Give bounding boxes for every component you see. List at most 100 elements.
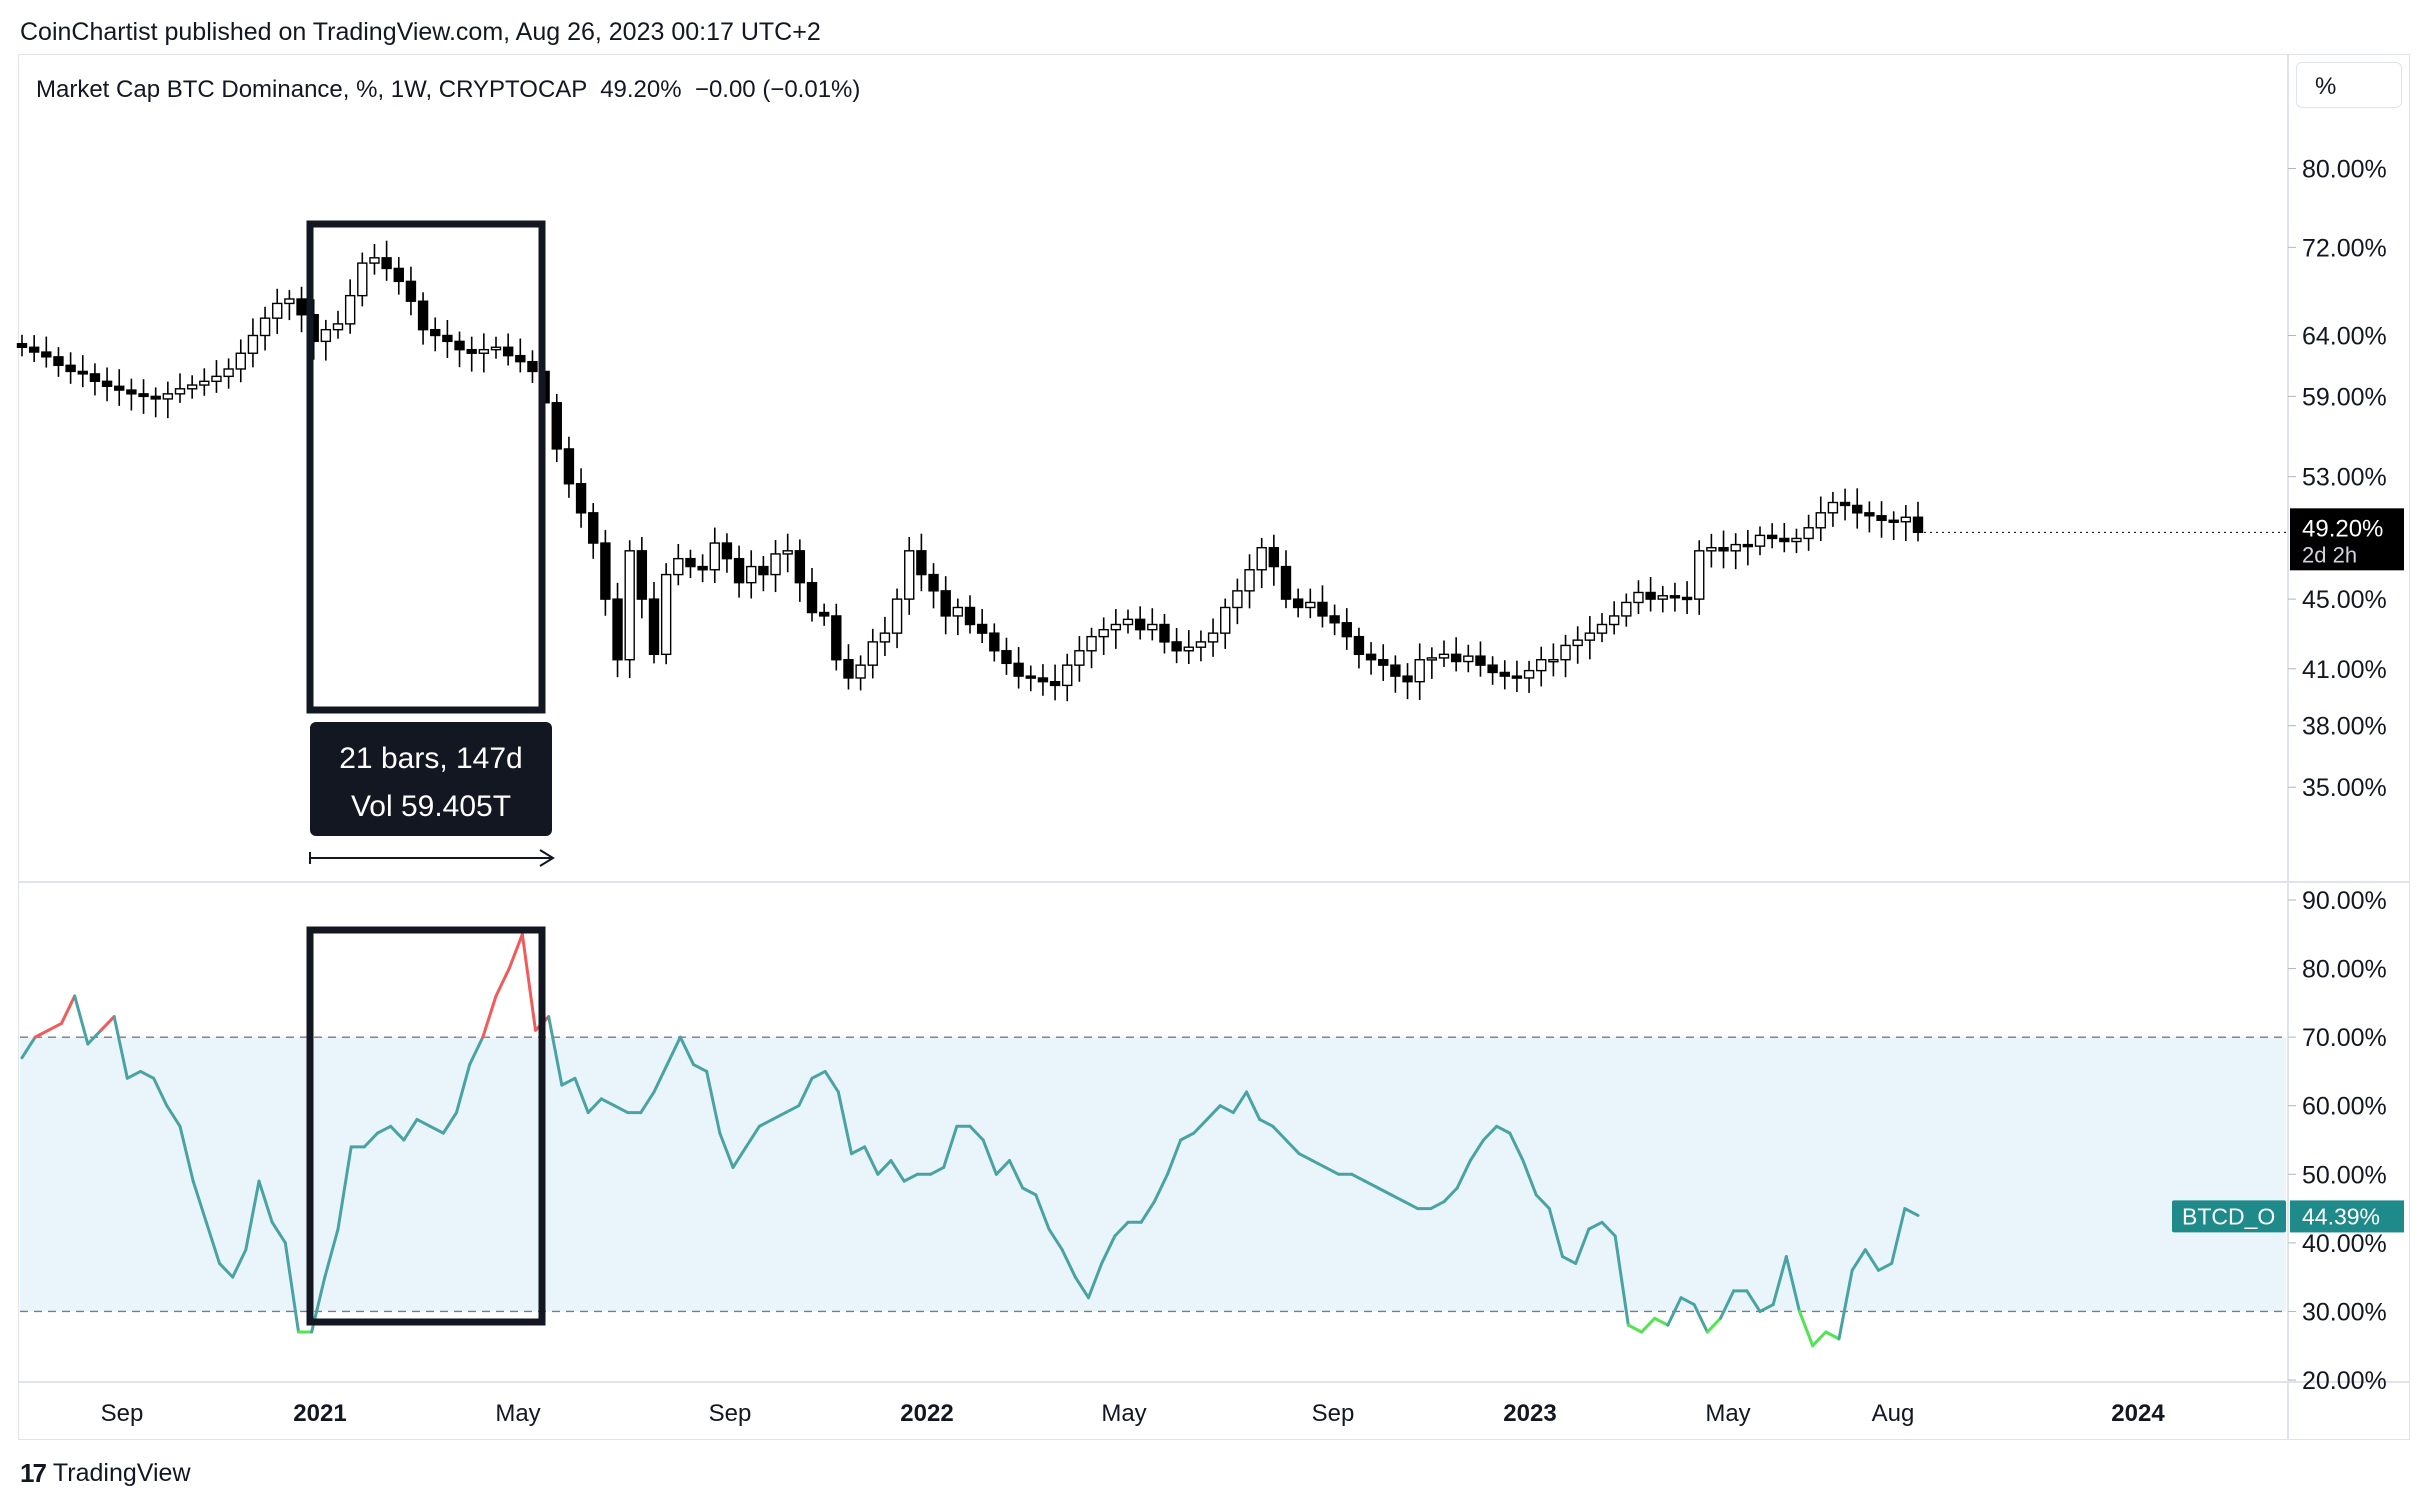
down-candle-body	[442, 334, 453, 343]
down-candle-body	[502, 346, 514, 357]
rsi-segment	[1824, 1330, 1841, 1341]
candle	[1572, 626, 1583, 664]
candle	[1098, 617, 1109, 655]
down-candle-body	[1134, 618, 1146, 631]
up-candle-body	[673, 557, 684, 576]
candle	[1183, 630, 1194, 665]
candle	[1110, 609, 1122, 649]
up-candle-body	[259, 317, 271, 337]
rsi-segment	[1034, 1193, 1051, 1231]
candle	[1147, 608, 1158, 641]
down-candle-body	[1779, 537, 1790, 543]
rsi-name-tag	[2172, 1200, 2286, 1233]
down-candle-body	[1766, 534, 1778, 540]
candle	[1669, 582, 1681, 612]
up-candle-body	[272, 302, 283, 319]
rsi-segment	[1653, 1316, 1670, 1327]
candle	[806, 568, 818, 622]
up-candle-body	[1584, 632, 1596, 641]
up-candle-body	[709, 542, 720, 571]
rsi-segment	[1403, 1200, 1420, 1211]
candle	[199, 368, 210, 396]
rsi-segment	[1534, 1193, 1551, 1211]
measure-label-bg	[310, 722, 552, 836]
down-candle-body	[928, 573, 939, 592]
up-candle-body	[211, 375, 222, 383]
rsi-segment	[1758, 1303, 1775, 1313]
candle	[1888, 511, 1899, 541]
rsi-tick-label: 40.00%	[2302, 1230, 2387, 1258]
candle	[1839, 488, 1851, 521]
price-tick-label: 59.00%	[2302, 383, 2387, 411]
rsi-segment	[244, 1179, 261, 1252]
down-candle-body	[101, 380, 113, 387]
down-candle-body	[114, 385, 125, 391]
candle	[527, 350, 538, 383]
candle	[1560, 634, 1571, 678]
rsi-segment	[836, 1090, 853, 1156]
rsi-segment	[823, 1069, 840, 1094]
measure-box-price	[306, 220, 546, 714]
down-candle-body	[53, 356, 64, 367]
up-candle-body	[162, 393, 174, 400]
price-tick-label: 45.00%	[2302, 586, 2387, 614]
rsi-segment	[481, 994, 498, 1039]
up-candle-body	[1463, 655, 1474, 663]
rsi-segment	[1166, 1138, 1183, 1176]
rsi-segment	[1258, 1117, 1275, 1128]
down-candle-body	[89, 373, 101, 383]
rsi-segment	[1073, 1275, 1090, 1300]
up-candle-body	[332, 323, 344, 331]
time-tick-label: 2021	[293, 1400, 346, 1427]
rsi-tick-label: 60.00%	[2302, 1093, 2387, 1121]
candle	[1390, 655, 1401, 693]
rsi-segment	[1008, 1159, 1025, 1190]
rsi-value-tag	[2290, 1200, 2404, 1233]
down-candle-body	[126, 389, 137, 395]
percent-scale-button[interactable]: %	[2296, 62, 2402, 108]
candle	[1244, 554, 1255, 609]
publish-info: CoinChartist published on TradingView.co…	[20, 18, 821, 46]
rsi-segment	[455, 1063, 472, 1115]
up-candle-body	[1754, 534, 1766, 547]
rsi-segment	[1877, 1261, 1894, 1272]
rsi-segment	[218, 1261, 235, 1279]
candle	[1621, 593, 1632, 627]
down-candle-body	[721, 542, 733, 560]
down-candle-body	[466, 348, 477, 354]
candle	[1487, 656, 1498, 685]
rsi-segment	[652, 1063, 669, 1094]
down-candle-body	[41, 351, 52, 358]
rsi-segment	[1060, 1248, 1077, 1279]
down-candle-body	[1839, 501, 1851, 507]
tradingview-logo[interactable]: 17 TradingView	[20, 1458, 191, 1489]
down-candle-body	[697, 565, 708, 571]
down-candle-body	[1487, 664, 1498, 674]
rsi-segment	[1152, 1172, 1169, 1204]
rsi-neutral-band	[20, 1037, 2286, 1312]
down-candle-body	[454, 340, 465, 351]
rsi-segment	[1363, 1179, 1380, 1190]
rsi-segment	[1784, 1255, 1801, 1313]
rsi-segment	[876, 1159, 893, 1176]
candle	[1365, 642, 1377, 675]
up-candle-body	[1608, 615, 1620, 626]
candle	[442, 320, 453, 359]
up-candle-body	[1232, 590, 1243, 609]
up-candle-body	[1803, 527, 1814, 540]
candle	[1815, 496, 1826, 542]
candle	[114, 369, 125, 406]
candle	[1645, 577, 1656, 612]
candle	[1864, 501, 1875, 533]
candle	[174, 373, 186, 403]
rsi-segment	[784, 1104, 801, 1115]
candle	[1414, 643, 1425, 701]
price-tick-label: 80.00%	[2302, 155, 2387, 183]
candle	[332, 310, 344, 339]
down-candle-body	[758, 565, 769, 576]
down-candle-body	[1742, 543, 1754, 548]
up-candle-body	[1791, 537, 1802, 543]
down-candle-body	[1912, 516, 1924, 534]
down-candle-body	[138, 393, 149, 398]
